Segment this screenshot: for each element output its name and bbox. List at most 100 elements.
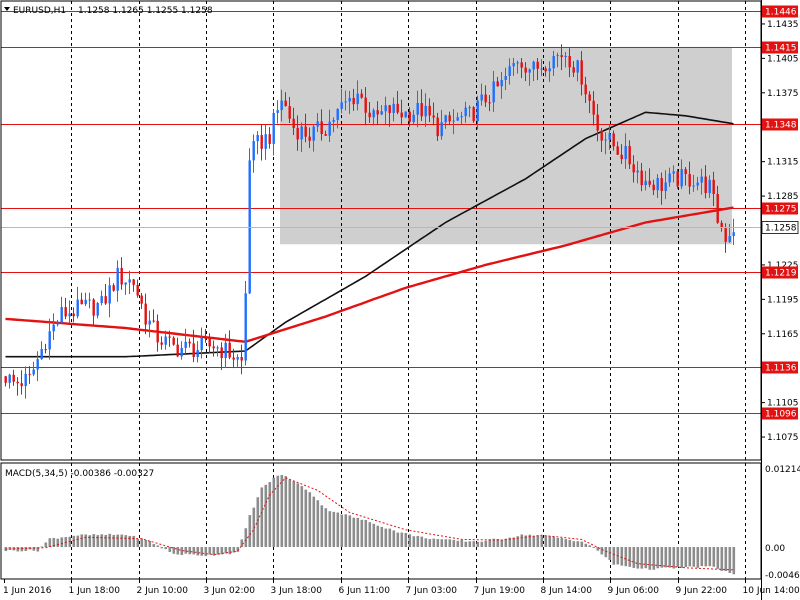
- macd-bar: [352, 517, 356, 548]
- price-panel[interactable]: [0, 0, 762, 461]
- macd-bar: [568, 539, 572, 548]
- candle: [252, 134, 255, 173]
- macd-bar: [100, 534, 104, 548]
- candle: [264, 124, 267, 160]
- macd-bar: [288, 479, 292, 548]
- candle: [100, 290, 103, 306]
- macd-bar: [116, 534, 120, 548]
- macd-bar: [328, 511, 332, 548]
- candle: [336, 108, 339, 129]
- macd-bar: [364, 519, 368, 548]
- candle: [212, 340, 215, 357]
- macd-bar: [708, 547, 712, 567]
- x-tick-label: 8 Jun 14:00: [541, 586, 593, 596]
- macd-bar: [488, 539, 492, 548]
- candle: [152, 309, 155, 323]
- macd-bar: [564, 539, 568, 548]
- macd-bar: [668, 547, 672, 568]
- candle: [648, 168, 651, 188]
- candle: [76, 286, 79, 319]
- candle: [488, 95, 491, 112]
- macd-bar: [532, 535, 536, 548]
- candle: [340, 88, 343, 114]
- candle: [440, 109, 443, 140]
- macd-bar: [212, 547, 216, 556]
- candle: [644, 170, 647, 191]
- candle: [604, 132, 607, 155]
- candle: [320, 109, 323, 141]
- candle: [116, 260, 119, 302]
- time-axis[interactable]: 1 Jun 2016 1 Jun 18:00 2 Jun 10:00 3 Jun 02…: [3, 579, 800, 596]
- macd-bar: [372, 523, 376, 548]
- macd-bar: [628, 547, 632, 567]
- macd-bar: [552, 536, 556, 548]
- candle: [32, 361, 35, 377]
- candle: [312, 124, 315, 152]
- macd-bar: [388, 528, 392, 548]
- macd-bar: [216, 547, 220, 555]
- macd-bar: [516, 536, 520, 548]
- macd-bar: [32, 547, 36, 551]
- candle: [376, 101, 379, 125]
- macd-bar: [144, 540, 148, 548]
- macd-bar: [584, 543, 588, 548]
- candle: [96, 301, 99, 319]
- candle: [572, 61, 575, 78]
- candle: [380, 105, 383, 116]
- candle: [300, 122, 303, 153]
- candle: [436, 112, 439, 142]
- symbol-label: EURUSD,H1: [13, 6, 66, 16]
- candle: [684, 166, 687, 186]
- price-level-labels: 1.1446 1.1415 1.1348 1.1275 1.1219 1.1136 1.10…: [762, 5, 798, 420]
- macd-bar: [220, 547, 224, 555]
- macd-bar: [540, 535, 544, 548]
- candle: [316, 113, 319, 133]
- macd-bar: [88, 535, 92, 548]
- macd-panel[interactable]: [0, 462, 762, 580]
- candle: [328, 109, 331, 142]
- candle: [420, 89, 423, 122]
- macd-bar: [332, 511, 336, 548]
- current-price-label: 1.1258: [765, 224, 797, 234]
- price-level-label: 1.1348: [765, 121, 797, 131]
- candle: [268, 127, 271, 149]
- candle: [448, 111, 451, 125]
- candle: [720, 220, 723, 232]
- macd-label: MACD(5,34,5) -0.00386 -0.00327: [5, 469, 154, 479]
- macd-bar: [60, 537, 64, 548]
- macd-bar: [380, 526, 384, 548]
- macd-bar: [644, 547, 648, 569]
- candle: [292, 107, 295, 136]
- candle: [548, 61, 551, 82]
- macd-bar: [152, 544, 156, 548]
- macd-bar: [620, 547, 624, 566]
- macd-bar: [384, 528, 388, 548]
- macd-bar: [520, 534, 524, 548]
- candle: [72, 307, 75, 323]
- candle: [180, 341, 183, 360]
- candle: [144, 293, 147, 335]
- macd-scale-bottom: -0.00462: [765, 571, 800, 581]
- candle: [92, 298, 95, 327]
- macd-bar: [548, 536, 552, 548]
- macd-bar: [672, 547, 676, 569]
- macd-scale-top: 0.01214: [765, 465, 800, 475]
- chevron-down-icon[interactable]: [4, 7, 10, 11]
- candle: [616, 141, 619, 156]
- candle: [676, 169, 679, 189]
- candle: [656, 174, 659, 199]
- candle: [360, 89, 363, 99]
- macd-bar: [704, 547, 708, 567]
- candle: [540, 59, 543, 76]
- chart-header: EURUSD,H1 1.1258 1.1265 1.1255 1.1258: [4, 6, 213, 16]
- candle: [516, 60, 519, 74]
- candle: [260, 123, 263, 161]
- candle: [200, 327, 203, 359]
- ohlc-readout: 1.1258 1.1265 1.1255 1.1258: [78, 6, 213, 16]
- candle: [452, 109, 455, 135]
- y-tick-label: 1.1195: [767, 295, 799, 305]
- macd-bar: [428, 539, 432, 548]
- macd-bar: [280, 475, 284, 548]
- candle: [68, 300, 71, 324]
